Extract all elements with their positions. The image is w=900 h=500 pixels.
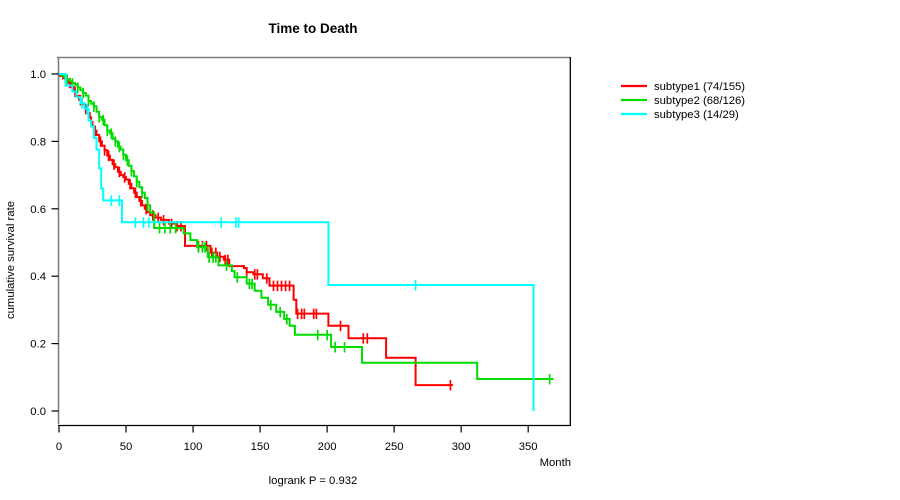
x-axis-tick-label: 250: [385, 441, 404, 453]
x-axis-tick-label: 200: [318, 441, 337, 453]
x-axis-tick-label: 0: [56, 441, 62, 453]
survival-curve-1: [59, 73, 454, 387]
x-axis-tick-label: 300: [452, 441, 471, 453]
x-axis-tick-label: 100: [184, 441, 203, 453]
legend: subtype1 (74/155) subtype2 (68/126) subtyp…: [621, 81, 745, 121]
y-axis-tick-label: 0.0: [30, 406, 46, 418]
survival-curve-2: [59, 73, 554, 380]
plot-box: [57, 56, 571, 427]
x-axis-tick-label: 50: [120, 441, 133, 453]
legend-label: subtype2 (68/126): [654, 95, 745, 107]
y-axis-tick-label: 1.0: [30, 69, 46, 81]
legend-label: subtype3 (14/29): [654, 109, 739, 121]
x-axis-tick-label: 150: [251, 441, 270, 453]
axes: 0 50 100 150 200 250 300 350 1.0 0.8 0.6 0.4 0.2 0.0: [30, 69, 537, 453]
survival-curves: [59, 73, 554, 411]
logrank-annotation: logrank P = 0.932: [269, 475, 358, 487]
survival-curve-3: [59, 73, 535, 411]
y-axis-tick-label: 0.6: [30, 204, 46, 216]
y-axis-tick-label: 0.8: [30, 136, 46, 148]
y-axis-tick-label: 0.2: [30, 339, 46, 351]
y-axis-tick-label: 0.4: [30, 271, 46, 283]
x-axis-title: Month: [540, 457, 571, 469]
chart-title: Time to Death: [268, 21, 357, 36]
x-axis-tick-label: 350: [519, 441, 538, 453]
y-axis-title: cumulative survival rate: [5, 201, 17, 319]
legend-label: subtype1 (74/155): [654, 81, 745, 93]
